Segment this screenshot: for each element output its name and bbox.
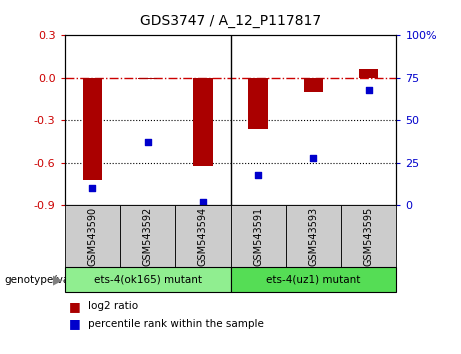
Point: [365, 87, 372, 93]
Point: [89, 185, 96, 191]
Point: [199, 199, 207, 205]
Text: GSM543591: GSM543591: [253, 207, 263, 266]
Text: ets-4(uz1) mutant: ets-4(uz1) mutant: [266, 275, 361, 285]
Bar: [83, 78, 102, 180]
Point: [310, 155, 317, 161]
Bar: [193, 78, 213, 166]
Text: GSM543595: GSM543595: [364, 207, 374, 266]
Text: GSM543590: GSM543590: [87, 207, 97, 266]
Text: GSM543594: GSM543594: [198, 207, 208, 266]
Point: [144, 139, 151, 145]
Text: ets-4(ok165) mutant: ets-4(ok165) mutant: [94, 275, 201, 285]
Point: [254, 172, 262, 178]
Text: ▶: ▶: [53, 273, 62, 286]
Text: GSM543592: GSM543592: [142, 207, 153, 266]
Bar: [248, 78, 268, 129]
Text: percentile rank within the sample: percentile rank within the sample: [88, 319, 264, 329]
Bar: [359, 69, 378, 78]
Text: genotype/variation: genotype/variation: [5, 275, 104, 285]
Text: log2 ratio: log2 ratio: [88, 301, 138, 311]
Text: ■: ■: [69, 318, 81, 330]
Text: GDS3747 / A_12_P117817: GDS3747 / A_12_P117817: [140, 14, 321, 28]
Text: ■: ■: [69, 300, 81, 313]
Bar: [138, 78, 157, 79]
Bar: [304, 78, 323, 92]
Text: GSM543593: GSM543593: [308, 207, 319, 266]
